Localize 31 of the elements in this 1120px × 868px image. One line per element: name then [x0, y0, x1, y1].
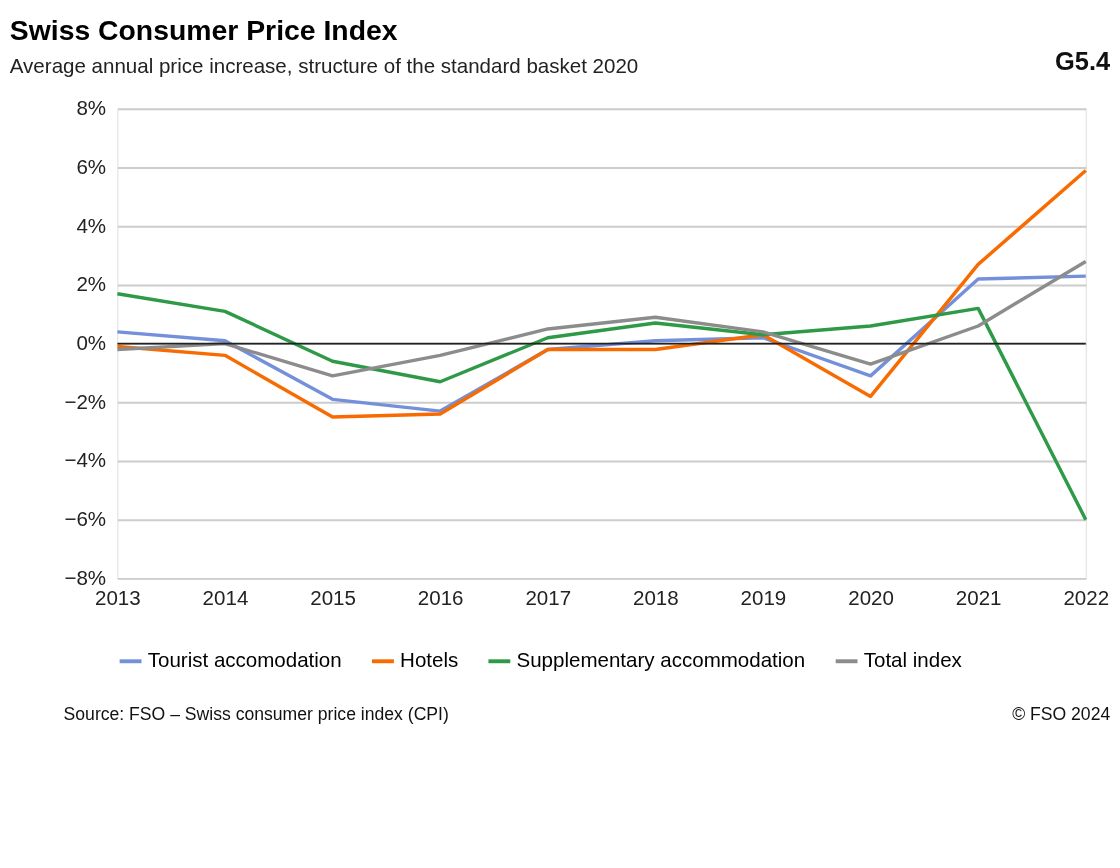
- line-series: [115, 259, 1088, 378]
- y-tick-label: −6%: [64, 507, 107, 531]
- x-tick-label: 2018: [633, 586, 679, 610]
- x-tick-label: 2022: [1063, 586, 1110, 610]
- line-series: [115, 292, 1088, 522]
- chart-title: Swiss Consumer Price Index: [9, 14, 398, 47]
- line-series: [115, 168, 1088, 419]
- y-tick-label: −4%: [64, 448, 107, 472]
- source-note: Source: FSO – Swiss consumer price index (CPI): [63, 704, 449, 725]
- x-tick-label: 2013: [95, 586, 141, 610]
- x-tick-label: 2016: [417, 586, 464, 610]
- y-tick-label: −8%: [64, 565, 107, 589]
- legend-label: Hotels: [400, 648, 459, 672]
- y-tick-label: −2%: [64, 389, 107, 413]
- x-tick-label: 2014: [202, 586, 249, 610]
- legend-label: Total index: [863, 648, 963, 672]
- y-tick-label: 0%: [76, 330, 107, 354]
- legend-label: Supplementary accommodation: [516, 648, 806, 672]
- chart-subtitle: Average annual price increase, structure of the standard basket 2020: [9, 53, 639, 77]
- x-tick-label: 2019: [740, 586, 787, 610]
- x-tick-label: 2015: [310, 586, 356, 610]
- y-tick-label: 2%: [76, 272, 107, 296]
- y-tick-label: 4%: [76, 213, 107, 237]
- x-tick-label: 2021: [955, 586, 1002, 610]
- y-tick-label: 6%: [76, 154, 107, 178]
- x-tick-label: 2020: [848, 586, 894, 610]
- x-tick-label: 2017: [525, 586, 572, 610]
- text: G5.4: [1055, 46, 1111, 75]
- y-tick-label: 8%: [76, 96, 107, 120]
- legend-label: Tourist accomodation: [147, 648, 342, 672]
- text: © FSO 2024: [1012, 704, 1111, 725]
